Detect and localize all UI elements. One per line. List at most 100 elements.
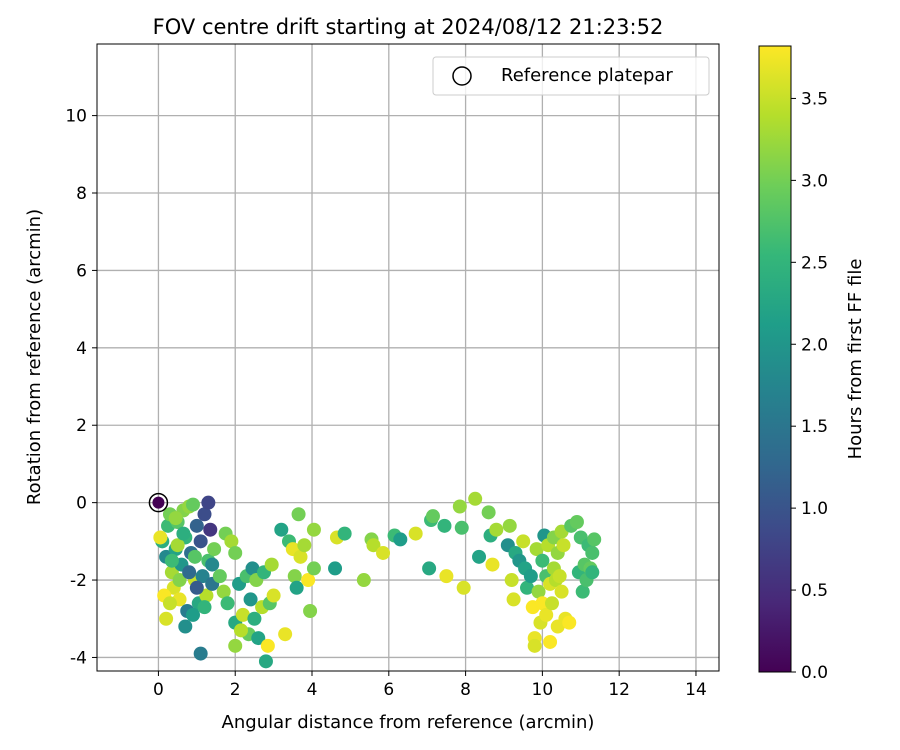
colorbar-tick-label: 2.5 (801, 253, 828, 273)
x-tick-label: 10 (532, 680, 554, 700)
data-point (162, 596, 177, 611)
data-point (159, 611, 174, 626)
data-point (376, 545, 391, 560)
data-point (247, 611, 262, 626)
data-point (176, 526, 191, 541)
data-point (366, 538, 381, 553)
data-point (172, 573, 187, 588)
data-point (233, 623, 248, 638)
colorbar-label: Hours from first FF file (845, 259, 866, 460)
data-point (554, 584, 569, 599)
legend-box (432, 56, 710, 96)
data-point (552, 569, 567, 584)
data-point (189, 580, 204, 595)
data-point (278, 627, 293, 642)
y-tick-label: 6 (76, 261, 87, 281)
data-point (228, 545, 243, 560)
data-point (535, 553, 550, 568)
x-tick-label: 2 (230, 680, 241, 700)
data-point (531, 584, 546, 599)
axis-ticks: 0 2 4 6 8 10 12 14 -4 -2 0 2 4 6 8 10 (65, 107, 706, 700)
colorbar-tick-label: 0.5 (801, 581, 828, 601)
x-tick-label: 8 (460, 680, 471, 700)
reference-point-fill (152, 496, 165, 509)
x-tick-label: 6 (383, 680, 394, 700)
data-point (182, 565, 197, 580)
data-point (306, 561, 321, 576)
data-point (185, 497, 200, 512)
legend-marker (452, 66, 472, 86)
data-point (587, 532, 602, 547)
data-point (454, 520, 469, 535)
y-tick-label: -4 (70, 648, 87, 668)
x-tick-label: 0 (153, 680, 164, 700)
data-point (301, 573, 316, 588)
data-point (297, 538, 312, 553)
data-point (539, 607, 554, 622)
data-point (452, 499, 467, 514)
x-tick-label: 4 (307, 680, 318, 700)
data-point (585, 565, 600, 580)
data-point (193, 646, 208, 661)
data-point (153, 530, 168, 545)
x-axis-label: Angular distance from reference (arcmin) (222, 712, 595, 733)
data-point (328, 561, 343, 576)
data-point (289, 580, 304, 595)
data-point (203, 522, 218, 537)
data-point (187, 549, 202, 564)
legend: Reference platepar (432, 56, 710, 96)
data-point (199, 588, 214, 603)
data-point (212, 569, 227, 584)
data-point (422, 561, 437, 576)
data-point (456, 580, 471, 595)
data-point (529, 542, 544, 557)
data-point (216, 584, 231, 599)
chart-title: FOV centre drift starting at 2024/08/12 … (153, 15, 664, 39)
plot-frame (96, 43, 720, 672)
data-point (264, 557, 279, 572)
data-point (393, 532, 408, 547)
data-point (287, 569, 302, 584)
data-point (235, 607, 250, 622)
data-point (516, 534, 531, 549)
colorbar-tick-label: 3.5 (801, 89, 828, 109)
data-point (189, 518, 204, 533)
data-point (504, 573, 519, 588)
colorbar-tick-label: 3.0 (801, 171, 828, 191)
data-point (195, 569, 210, 584)
data-point (472, 549, 487, 564)
data-point (258, 654, 273, 669)
y-tick-label: 0 (76, 494, 87, 514)
data-point (356, 573, 371, 588)
x-tick-label: 14 (685, 680, 707, 700)
data-point (201, 495, 216, 510)
data-point (245, 561, 260, 576)
colorbar-gradient (759, 46, 791, 672)
data-point (205, 557, 220, 572)
colorbar-tick-label: 1.0 (801, 499, 828, 519)
data-point (303, 604, 318, 619)
data-point (291, 507, 306, 522)
data-point (575, 584, 590, 599)
data-point (274, 522, 289, 537)
data-point (562, 615, 577, 630)
data-points (148, 491, 602, 669)
colorbar-tick-label: 2.0 (801, 335, 828, 355)
colorbar-ticks: 0.0 0.5 1.0 1.5 2.0 2.5 3.0 3.5 (791, 89, 828, 683)
data-point (439, 569, 454, 584)
data-point (468, 491, 483, 506)
data-point (544, 596, 559, 611)
y-tick-label: 10 (65, 107, 87, 127)
data-point (260, 638, 275, 653)
data-point (228, 638, 243, 653)
data-point (168, 511, 183, 526)
y-tick-label: -2 (70, 571, 87, 591)
colorbar-frame (758, 45, 792, 673)
colorbar-tick-label: 1.5 (801, 417, 828, 437)
data-point (178, 619, 193, 634)
data-point (543, 634, 558, 649)
data-point (527, 638, 542, 653)
data-point (425, 509, 440, 524)
y-tick-label: 4 (76, 339, 87, 359)
